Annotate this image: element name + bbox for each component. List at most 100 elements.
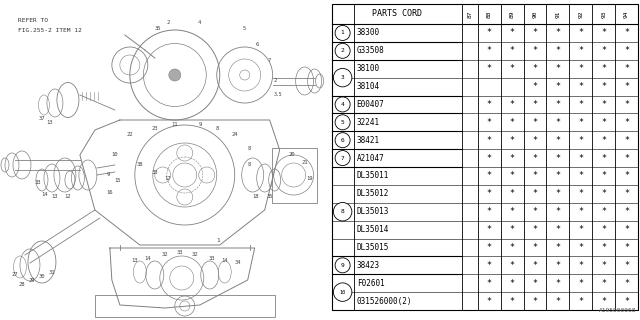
Text: 33: 33 <box>35 180 41 186</box>
Text: 87: 87 <box>467 10 472 18</box>
Text: 31: 31 <box>49 269 55 275</box>
Text: *: * <box>487 28 492 37</box>
Text: 29: 29 <box>29 277 35 283</box>
Text: 89: 89 <box>509 10 515 18</box>
Text: 32: 32 <box>161 252 168 258</box>
Text: *: * <box>487 136 492 145</box>
Text: *: * <box>509 207 515 216</box>
Text: E00407: E00407 <box>356 100 385 109</box>
Text: *: * <box>487 172 492 180</box>
Text: *: * <box>579 82 583 91</box>
Text: *: * <box>487 243 492 252</box>
Text: *: * <box>556 136 561 145</box>
Text: 2: 2 <box>340 48 344 53</box>
Text: 9: 9 <box>340 263 344 268</box>
Bar <box>271 148 317 203</box>
Text: 13: 13 <box>47 119 53 124</box>
Text: *: * <box>532 261 538 270</box>
Text: *: * <box>509 28 515 37</box>
Text: 23: 23 <box>152 125 158 131</box>
Text: *: * <box>556 189 561 198</box>
Text: *: * <box>556 225 561 234</box>
Text: 38104: 38104 <box>356 82 380 91</box>
Text: 8: 8 <box>216 125 220 131</box>
Text: *: * <box>532 297 538 306</box>
Text: *: * <box>532 189 538 198</box>
Text: 35: 35 <box>266 194 273 198</box>
Text: 8: 8 <box>248 163 252 167</box>
Text: *: * <box>601 82 606 91</box>
Text: 38: 38 <box>136 163 143 167</box>
Text: *: * <box>601 136 606 145</box>
Text: 13: 13 <box>132 258 138 262</box>
Text: G33508: G33508 <box>356 46 385 55</box>
Text: *: * <box>601 207 606 216</box>
Text: *: * <box>601 279 606 288</box>
Text: *: * <box>601 297 606 306</box>
Text: 22: 22 <box>127 132 133 138</box>
Text: *: * <box>579 100 583 109</box>
Text: *: * <box>624 297 629 306</box>
Text: *: * <box>487 297 492 306</box>
Text: FIG.255-2 ITEM 12: FIG.255-2 ITEM 12 <box>18 28 82 33</box>
Text: *: * <box>624 279 629 288</box>
Text: *: * <box>556 64 561 73</box>
Text: *: * <box>624 82 629 91</box>
Text: 24: 24 <box>232 132 238 138</box>
Circle shape <box>335 150 350 165</box>
Text: *: * <box>579 172 583 180</box>
Text: *: * <box>601 118 606 127</box>
Text: *: * <box>509 64 515 73</box>
Text: *: * <box>487 118 492 127</box>
Text: 5: 5 <box>340 120 344 125</box>
Text: 18: 18 <box>252 194 259 198</box>
Text: 14: 14 <box>145 255 151 260</box>
Text: *: * <box>601 243 606 252</box>
Text: 14: 14 <box>42 191 48 196</box>
Text: *: * <box>579 28 583 37</box>
Text: *: * <box>624 46 629 55</box>
Text: 1: 1 <box>216 237 220 243</box>
Text: *: * <box>601 64 606 73</box>
Text: *: * <box>624 172 629 180</box>
Text: *: * <box>624 207 629 216</box>
Text: 17: 17 <box>164 175 171 180</box>
Circle shape <box>169 69 180 81</box>
Text: *: * <box>556 28 561 37</box>
Text: DL35014: DL35014 <box>356 225 389 234</box>
Text: *: * <box>487 100 492 109</box>
Text: *: * <box>601 100 606 109</box>
Text: *: * <box>487 207 492 216</box>
Text: DL35013: DL35013 <box>356 207 389 216</box>
Text: *: * <box>579 64 583 73</box>
Text: *: * <box>624 189 629 198</box>
Text: 2: 2 <box>273 77 276 83</box>
Bar <box>95 295 275 317</box>
Text: *: * <box>532 279 538 288</box>
Text: *: * <box>601 154 606 163</box>
Circle shape <box>335 43 350 58</box>
Text: *: * <box>579 46 583 55</box>
Text: 21: 21 <box>301 159 308 164</box>
Text: 27: 27 <box>12 273 18 277</box>
Text: A21047: A21047 <box>356 154 385 163</box>
Text: F02601: F02601 <box>356 279 385 288</box>
Text: *: * <box>624 28 629 37</box>
Text: *: * <box>579 136 583 145</box>
Text: *: * <box>601 189 606 198</box>
Text: 91: 91 <box>556 10 561 18</box>
Text: *: * <box>532 82 538 91</box>
Circle shape <box>335 133 350 148</box>
Text: *: * <box>509 243 515 252</box>
Text: 8: 8 <box>248 146 252 150</box>
Text: 13: 13 <box>52 194 58 198</box>
Text: *: * <box>624 225 629 234</box>
Text: 38421: 38421 <box>356 136 380 145</box>
Text: *: * <box>579 243 583 252</box>
Text: *: * <box>532 28 538 37</box>
Text: 12: 12 <box>65 194 71 198</box>
Text: *: * <box>532 118 538 127</box>
Text: *: * <box>556 207 561 216</box>
Circle shape <box>335 25 350 40</box>
Text: 7: 7 <box>340 156 344 161</box>
